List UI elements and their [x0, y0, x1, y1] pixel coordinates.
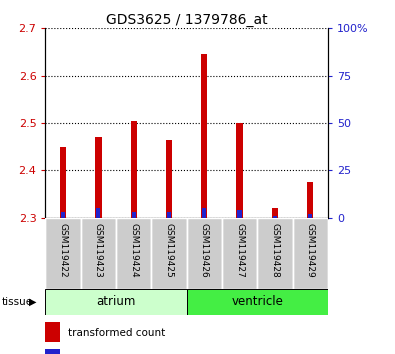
- Text: GSM119429: GSM119429: [306, 223, 315, 278]
- Bar: [95, 137, 102, 218]
- Text: GSM119422: GSM119422: [58, 223, 68, 278]
- Text: GSM119423: GSM119423: [94, 223, 103, 278]
- Bar: [307, 182, 313, 218]
- Text: ventricle: ventricle: [231, 295, 283, 308]
- Text: GSM119424: GSM119424: [129, 223, 138, 278]
- Text: tissue: tissue: [2, 297, 33, 307]
- Bar: [308, 214, 312, 218]
- Bar: [132, 212, 136, 218]
- Bar: [45, 218, 81, 289]
- Bar: [222, 218, 257, 289]
- Title: GDS3625 / 1379786_at: GDS3625 / 1379786_at: [106, 13, 267, 27]
- Bar: [273, 216, 277, 218]
- Bar: [166, 139, 172, 218]
- Bar: [201, 55, 207, 218]
- Bar: [151, 218, 186, 289]
- Bar: [237, 210, 242, 218]
- Bar: [293, 218, 328, 289]
- Bar: [167, 212, 171, 218]
- Bar: [61, 212, 65, 218]
- Bar: [45, 349, 60, 354]
- Bar: [130, 121, 137, 218]
- Bar: [116, 218, 151, 289]
- Bar: [60, 147, 66, 218]
- Bar: [237, 123, 243, 218]
- Bar: [186, 289, 328, 315]
- Bar: [272, 208, 278, 218]
- Text: GSM119426: GSM119426: [200, 223, 209, 278]
- Bar: [257, 218, 293, 289]
- Text: atrium: atrium: [96, 295, 136, 308]
- Bar: [186, 218, 222, 289]
- Bar: [45, 289, 186, 315]
- Bar: [96, 208, 100, 218]
- Bar: [202, 208, 207, 218]
- Text: transformed count: transformed count: [68, 328, 165, 338]
- Bar: [81, 218, 116, 289]
- Text: GSM119427: GSM119427: [235, 223, 244, 278]
- Bar: [45, 322, 60, 343]
- Text: ▶: ▶: [29, 297, 36, 307]
- Text: GSM119425: GSM119425: [164, 223, 173, 278]
- Text: GSM119428: GSM119428: [271, 223, 279, 278]
